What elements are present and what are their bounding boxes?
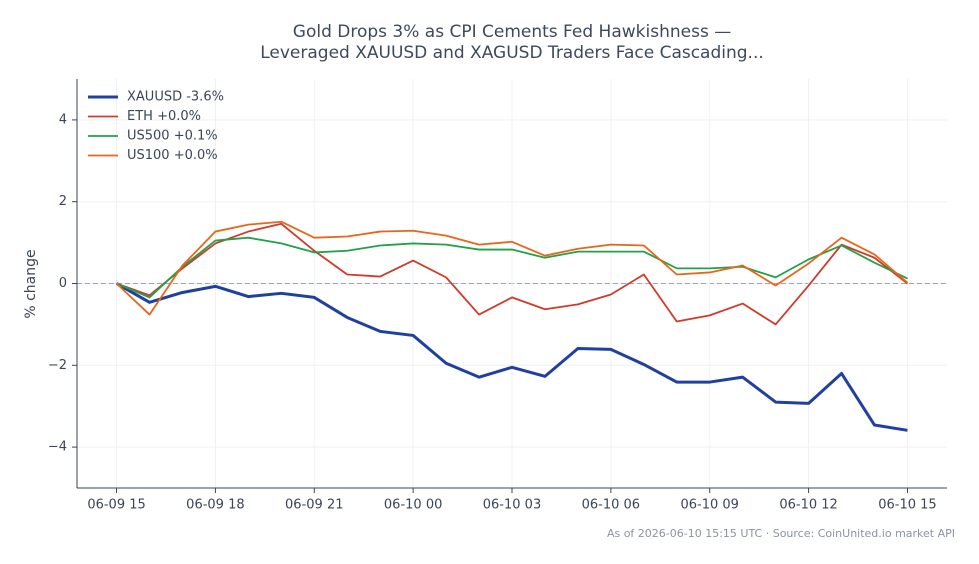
y-tick-label: 0 [59,276,67,291]
x-tick-label: 06-09 18 [186,498,244,513]
x-tick-label: 06-10 09 [681,498,739,513]
x-tick-label: 06-10 12 [779,498,837,513]
x-tick-label: 06-10 15 [878,498,936,513]
y-tick-label: −2 [48,358,67,373]
chart-subtitle: Leveraged XAUUSD and XAGUSD Traders Face… [260,43,764,63]
y-tick-label: 2 [59,194,67,209]
x-tick-label: 06-10 00 [384,498,442,513]
legend-label: US100 +0.0% [127,148,218,163]
series-line [116,236,908,299]
y-tick-label: −4 [48,440,67,455]
x-tick-label: 06-10 03 [483,498,541,513]
legend-label: US500 +0.1% [127,129,218,144]
y-tick-label: 4 [59,112,67,127]
series-line [115,220,909,316]
legend-label: ETH +0.0% [127,109,201,124]
x-tick-label: 06-09 21 [285,498,343,513]
series-line [116,222,909,326]
legend-label: XAUUSD -3.6% [127,90,224,105]
x-tick-label: 06-10 06 [582,498,640,513]
x-tick-label: 06-09 15 [87,498,145,513]
y-axis-label: % change [23,249,39,318]
series-line [115,282,908,432]
chart-title: Gold Drops 3% as CPI Cements Fed Hawkish… [293,22,731,42]
footer: As of 2026-06-10 15:15 UTC · Source: Coi… [607,527,955,540]
